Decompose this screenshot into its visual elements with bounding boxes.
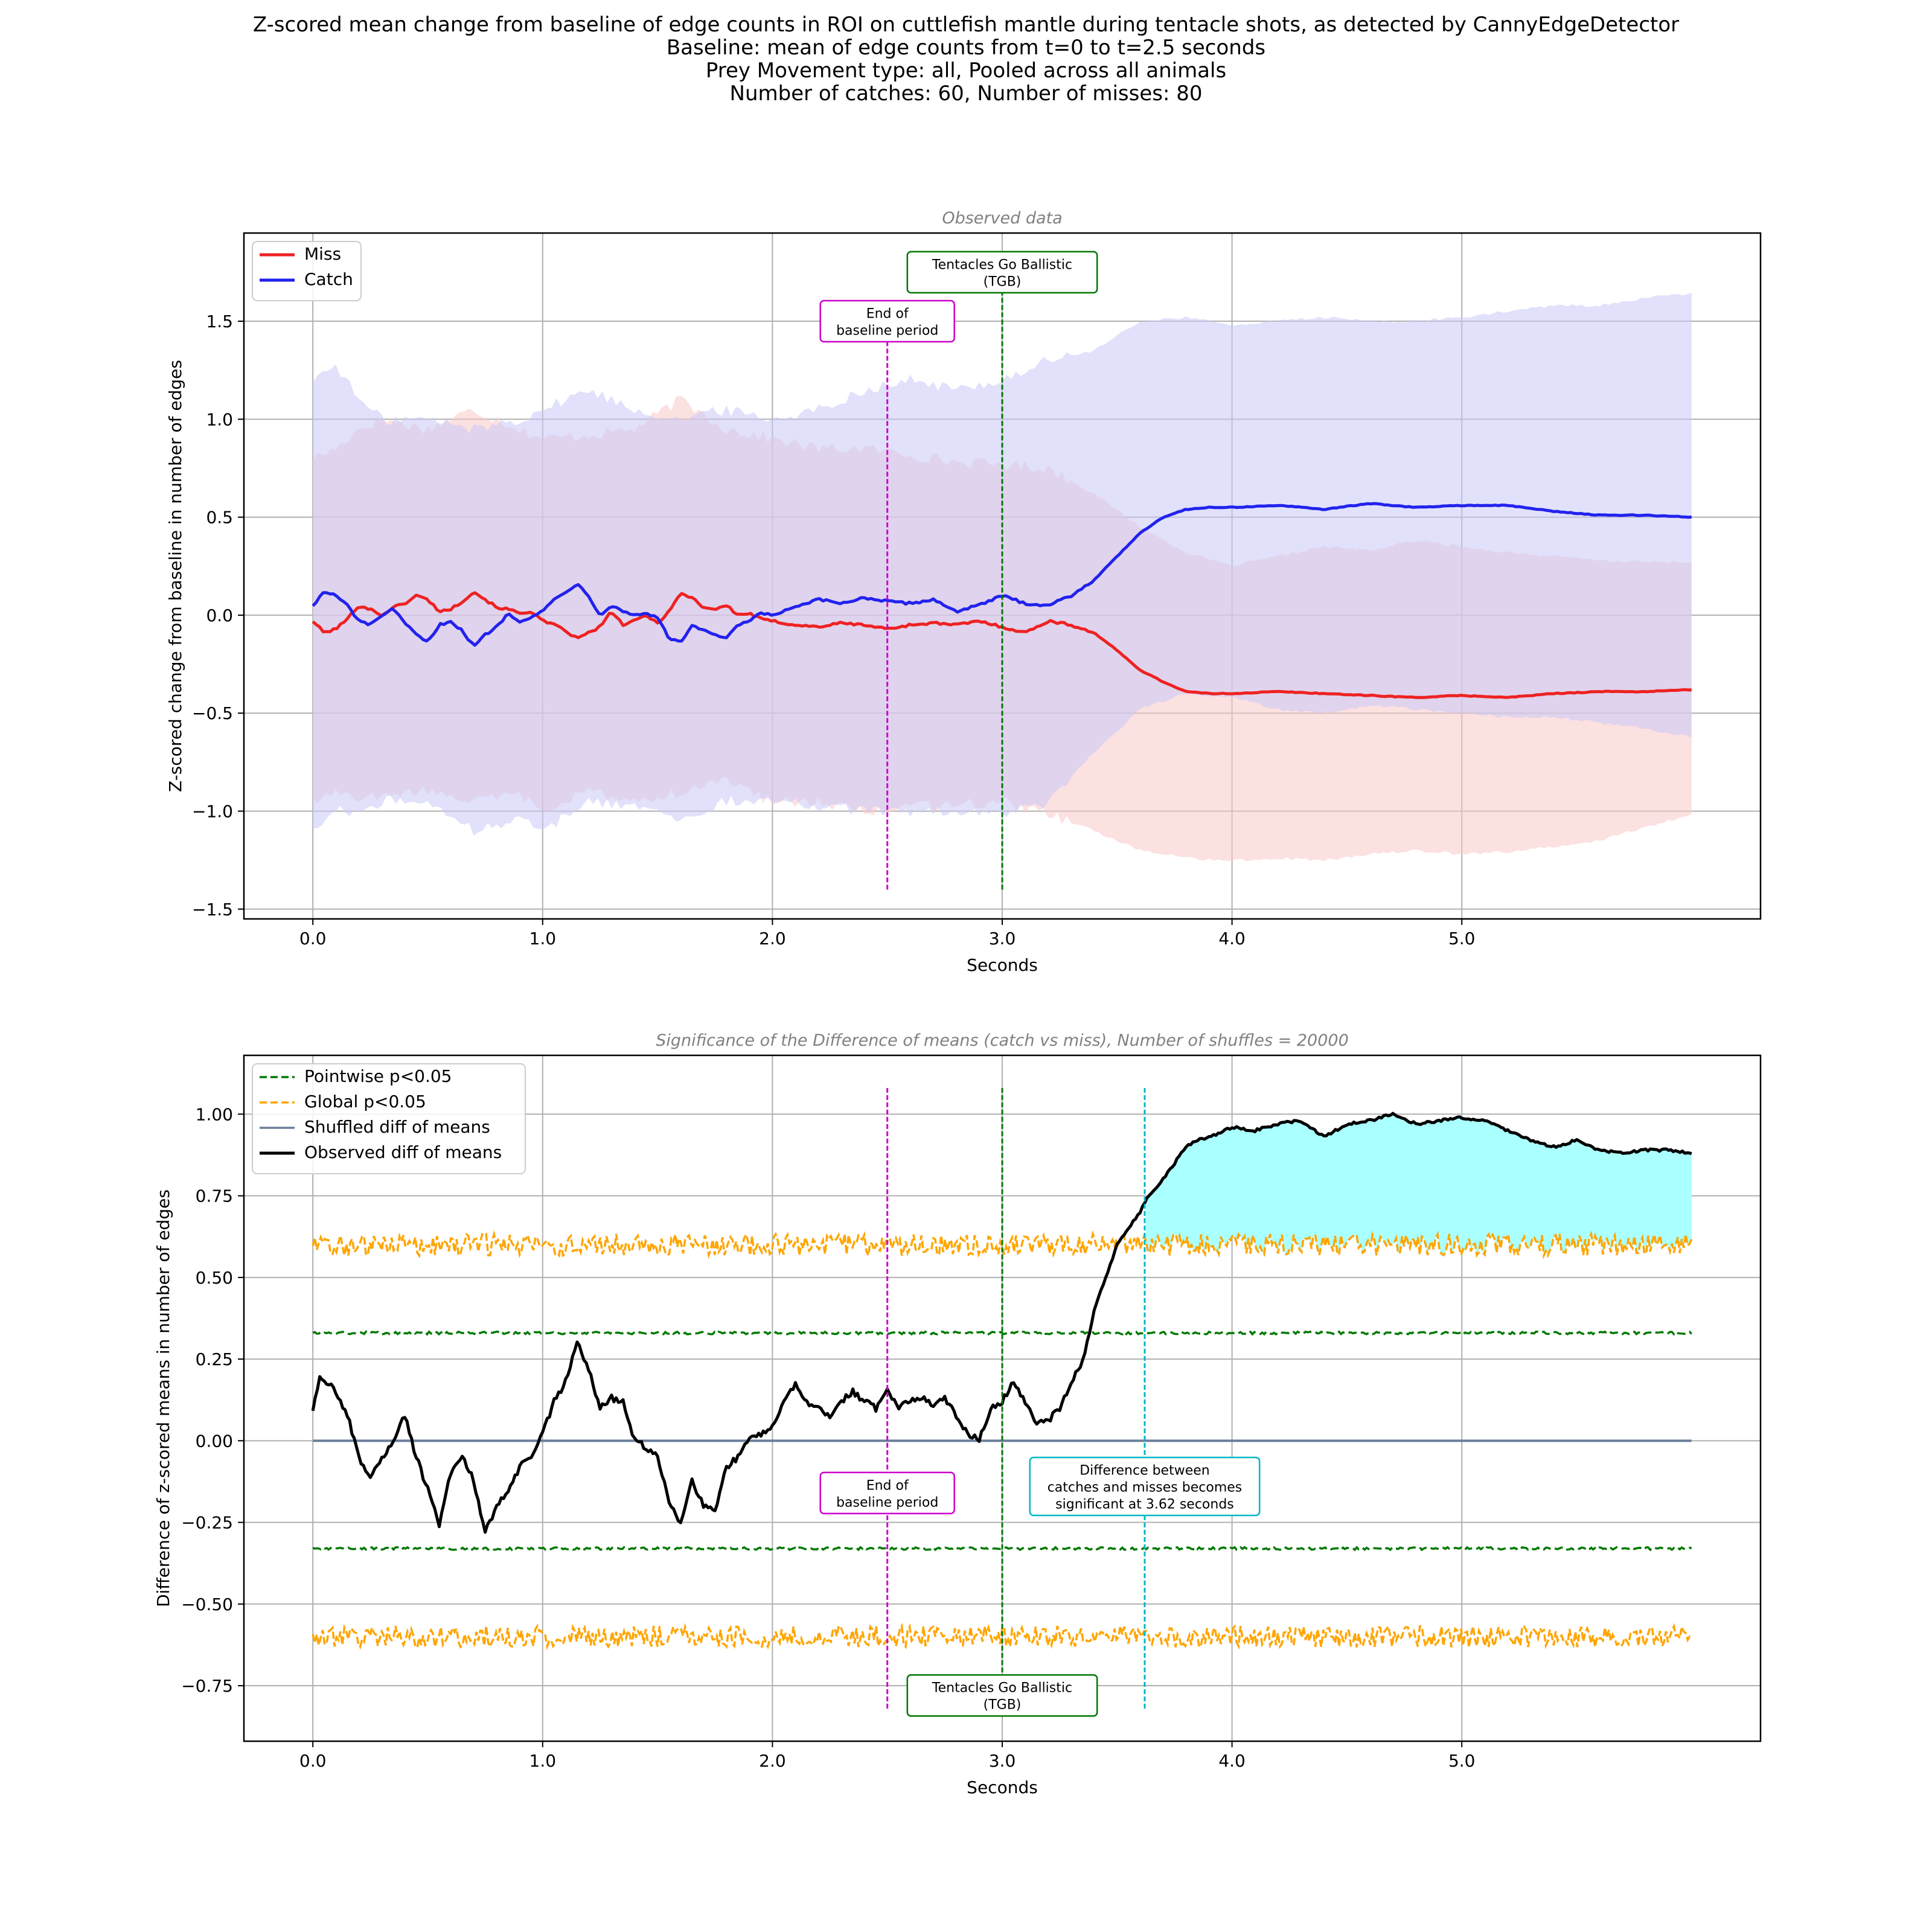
panel-title: Significance of the Difference of means … [656,1031,1349,1050]
marker-label-line: catches and misses becomes [1048,1480,1243,1495]
x-tick-label: 0.0 [299,1751,327,1771]
legend-label: Observed diff of means [304,1142,502,1162]
x-tick-label: 5.0 [1448,929,1476,948]
figure-title: Z-scored mean change from baseline of ed… [0,13,1932,105]
legend-label: Shuffled diff of means [304,1117,490,1137]
figure-title-line-1: Z-scored mean change from baseline of ed… [252,13,1680,37]
x-tick-label: 5.0 [1448,1751,1476,1771]
band-catch [313,293,1692,836]
marker-label: Tentacles Go Ballistic (TGB) [932,257,1072,289]
panel-title: Observed data [942,209,1062,228]
x-tick-label: 3.0 [989,1751,1016,1771]
x-axis-label: Seconds [967,1777,1038,1797]
y-axis-label: Difference of z-scored means in number o… [153,1189,173,1607]
legend-label: Pointwise p<0.05 [304,1066,452,1086]
chart-panel-2: End of baseline period Tentacles Go Ballis… [153,1031,1762,1797]
pointwise-lower-line [312,1546,1692,1552]
marker-label: End of baseline period [836,306,938,338]
y-tick-label: −0.5 [192,703,233,723]
chart-panel-1: End of baseline period Tentacles Go Ballis… [165,209,1762,975]
y-tick-label: 1.00 [196,1104,233,1124]
marker-label-line: significant at 3.62 seconds [1055,1497,1234,1512]
legend-label: Catch [304,269,353,289]
y-tick-label: 1.0 [206,409,233,429]
x-tick-label: 1.0 [529,929,557,948]
x-axis-label: Seconds [967,955,1038,975]
marker-label: End of baseline period [836,1478,938,1510]
y-tick-label: 0.0 [206,606,233,625]
marker-label-box [1029,1456,1261,1517]
y-tick-label: 1.5 [206,312,233,331]
figure-title-line-4: Number of catches: 60, Number of misses:… [729,82,1203,106]
legend-label: Miss [304,244,341,264]
marker-label-line: Tentacles Go Ballistic [932,257,1072,272]
marker-label-line: Difference between [1080,1463,1210,1478]
y-tick-label: 0.5 [206,508,233,528]
global-lower-line [312,1622,1692,1651]
x-tick-label: 2.0 [759,1751,786,1771]
global-upper-line [312,1230,1693,1260]
y-tick-label: 0.75 [196,1186,233,1206]
marker-label-line: End of [866,1478,909,1493]
legend-box [252,1063,526,1174]
y-tick-label: −1.0 [192,801,233,821]
x-tick-label: 0.0 [299,929,327,948]
pointwise-upper-line [312,1330,1693,1336]
figure-title-line-2: Baseline: mean of edge counts from t=0 t… [666,36,1266,60]
marker-label: Difference between catches and misses bec… [1048,1463,1243,1512]
marker-label: Tentacles Go Ballistic (TGB) [932,1681,1072,1713]
x-tick-label: 4.0 [1218,929,1246,948]
x-tick-label: 2.0 [759,929,786,948]
y-tick-label: 0.25 [196,1349,233,1369]
y-tick-label: −0.25 [181,1513,233,1533]
figure-title-line-3: Prey Movement type: all, Pooled across a… [705,59,1227,83]
y-axis-label: Z-scored change from baseline in number … [165,360,185,792]
marker-label-box [906,251,1098,294]
x-tick-label: 3.0 [989,929,1016,948]
marker-label-line: baseline period [836,323,938,338]
marker-label-line: (TGB) [984,274,1022,289]
marker-label-line: Tentacles Go Ballistic [932,1681,1072,1696]
x-tick-label: 4.0 [1218,1751,1246,1771]
marker-label-line: (TGB) [984,1698,1022,1713]
y-tick-label: −1.5 [192,900,233,920]
marker-label-box [906,1674,1098,1717]
marker-label-line: End of [866,306,909,321]
significance-fill [1146,1114,1692,1256]
y-tick-label: 0.50 [196,1268,233,1288]
plot-area [311,1112,1693,1651]
y-tick-label: −0.75 [181,1676,233,1696]
y-tick-label: −0.50 [181,1595,233,1614]
x-tick-label: 1.0 [529,1751,557,1771]
marker-label-box [819,299,955,343]
marker-label-line: baseline period [836,1495,938,1510]
legend-label: Global p<0.05 [304,1092,426,1112]
y-tick-label: 0.00 [196,1431,233,1451]
marker-label-box [819,1471,955,1515]
